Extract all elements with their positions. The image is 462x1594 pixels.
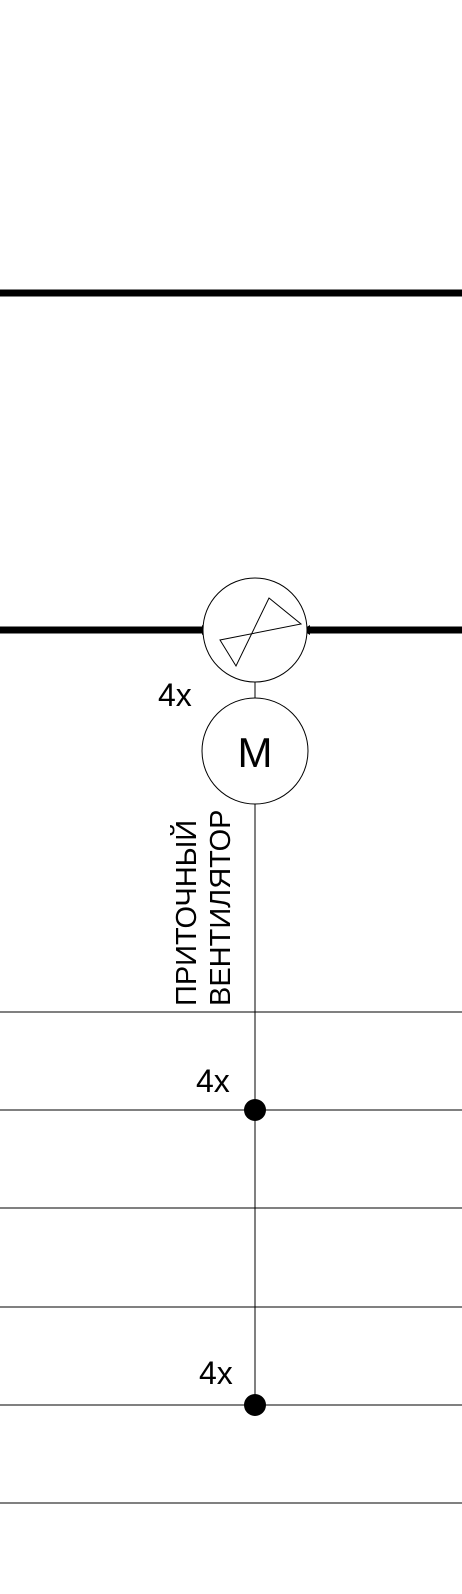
multiplier-top: 4x [158,677,192,713]
damper-symbol [202,577,308,683]
junction-dot-bottom [244,1394,266,1416]
damper-icon [219,597,303,668]
fan-label-line2: ВЕНТИЛЯТОР [205,810,237,1006]
motor-label: M [238,729,273,776]
fan-label-line1: ПРИТОЧНЫЙ [169,820,203,1006]
multiplier-mid: 4x [196,1063,230,1099]
fan-label: ПРИТОЧНЫЙ ВЕНТИЛЯТОР [169,810,237,1006]
motor-symbol: M [201,697,309,805]
multiplier-bottom: 4x [199,1355,233,1391]
junction-dot-mid [244,1099,266,1121]
